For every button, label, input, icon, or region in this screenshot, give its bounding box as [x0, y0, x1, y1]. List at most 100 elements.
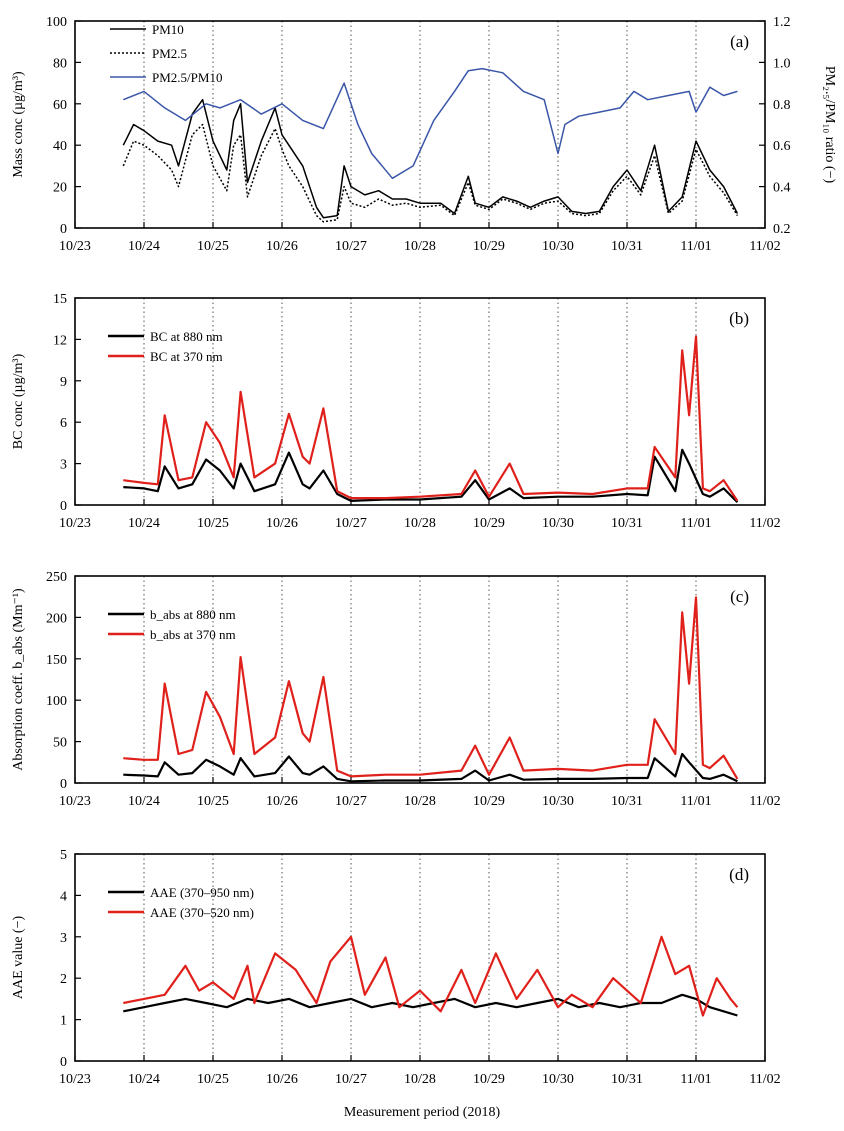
x-tick-label: 10/25 [197, 239, 229, 254]
legend-label: BC at 370 nm [150, 349, 223, 364]
legend-label: PM10 [152, 22, 184, 37]
legend-label: PM2.5 [152, 46, 187, 61]
y-axis-label: Absorption coeff. b_abs (Mm⁻¹) [11, 588, 26, 771]
y-tick-label: 80 [53, 56, 67, 71]
x-tick-label: 10/27 [335, 1072, 367, 1087]
panel-label: (b) [729, 309, 749, 328]
x-tick-label: 10/29 [473, 794, 505, 809]
y-tick-label: 3 [60, 458, 67, 473]
x-tick-label: 10/27 [335, 794, 367, 809]
y-tick-label: 15 [53, 292, 67, 307]
figure-x-axis-label: Measurement period (2018) [344, 1105, 501, 1120]
panel-label: (a) [730, 32, 749, 51]
x-tick-label: 10/29 [473, 239, 505, 254]
x-tick-label: 11/02 [749, 239, 780, 254]
y-tick-label: 200 [46, 611, 67, 626]
x-tick-label: 10/23 [59, 794, 91, 809]
x-tick-label: 11/02 [749, 516, 780, 531]
y-tick-label: 12 [53, 333, 67, 348]
y-tick-label: 2 [60, 972, 67, 987]
x-tick-label: 10/31 [611, 794, 643, 809]
y-tick-label: 40 [53, 139, 67, 154]
legend-label: AAE (370–950 nm) [150, 885, 254, 900]
y-tick-label: 50 [53, 736, 67, 751]
y-axis-label: AAE value (−) [11, 916, 26, 1000]
x-tick-label: 10/28 [404, 239, 436, 254]
x-tick-label: 10/30 [542, 239, 574, 254]
x-tick-label: 10/28 [404, 794, 436, 809]
series-line-d-0 [123, 993, 738, 1017]
y-tick-label: 150 [46, 653, 67, 668]
x-tick-label: 10/28 [404, 516, 436, 531]
x-tick-label: 10/25 [197, 1072, 229, 1087]
y-tick-label: 1 [60, 1014, 67, 1029]
y2-tick-label: 0.8 [773, 98, 791, 113]
x-tick-label: 10/29 [473, 516, 505, 531]
x-tick-label: 10/24 [128, 1072, 160, 1087]
y-tick-label: 9 [60, 375, 67, 390]
legend-label: b_abs at 880 nm [150, 607, 236, 622]
y-axis-label: Mass conc (µg/m³) [11, 71, 26, 178]
panel-a: 0 20 40 60 80 100 0.2 0.4 0.6 0.8 1.0 1.2 10/23 10/24… [11, 15, 837, 254]
y2-tick-label: 0.4 [773, 181, 791, 196]
y-tick-label: 100 [46, 694, 67, 709]
x-tick-label: 10/31 [611, 516, 643, 531]
x-tick-label: 10/26 [266, 239, 298, 254]
x-tick-label: 10/23 [59, 239, 91, 254]
series-line-b-1 [123, 335, 739, 502]
y-tick-label: 0 [60, 499, 67, 514]
y-tick-label: 250 [46, 570, 67, 585]
panel-label: (c) [730, 587, 749, 606]
y-tick-label: 60 [53, 98, 67, 113]
x-tick-label: 11/02 [749, 1072, 780, 1087]
x-tick-label: 10/30 [542, 516, 574, 531]
legend-label: BC at 880 nm [150, 329, 223, 344]
panel-d: 0 1 2 3 4 5 10/23 10/24 10/25 10/26 10/27 10/28 10/2… [11, 848, 781, 1087]
x-tick-label: 10/30 [542, 1072, 574, 1087]
x-tick-label: 10/23 [59, 516, 91, 531]
y-tick-label: 20 [53, 181, 67, 196]
x-tick-label: 10/24 [128, 794, 160, 809]
series-line-c-1 [123, 596, 739, 780]
y-tick-label: 3 [60, 931, 67, 946]
x-tick-label: 11/01 [680, 239, 711, 254]
x-tick-label: 10/24 [128, 516, 160, 531]
x-tick-label: 10/23 [59, 1072, 91, 1087]
x-tick-label: 10/24 [128, 239, 160, 254]
x-tick-label: 11/01 [680, 794, 711, 809]
y-tick-label: 6 [60, 416, 67, 431]
x-tick-label: 10/29 [473, 1072, 505, 1087]
panel-c: 0 50 100 150 200 250 10/23 10/24 10/25 10/26 10/27… [11, 570, 781, 809]
x-tick-label: 11/01 [680, 1072, 711, 1087]
series-line-d-1 [123, 935, 739, 1017]
y-tick-label: 0 [60, 777, 67, 792]
y-axis-label: BC conc (µg/m³) [11, 353, 26, 449]
x-tick-label: 10/31 [611, 1072, 643, 1087]
x-tick-label: 11/02 [749, 794, 780, 809]
panel-label: (d) [729, 865, 749, 884]
y2-tick-label: 1.2 [773, 15, 791, 30]
y2-tick-label: 0.6 [773, 139, 791, 154]
x-tick-label: 10/25 [197, 794, 229, 809]
x-tick-label: 10/27 [335, 239, 367, 254]
x-tick-label: 10/25 [197, 516, 229, 531]
legend-label: PM2.5/PM10 [152, 70, 222, 85]
legend-label: AAE (370–520 nm) [150, 905, 254, 920]
panel-b: 0 3 6 9 12 15 10/23 10/24 10/25 10/26 10/27 10/28 10… [11, 292, 781, 531]
x-tick-label: 10/26 [266, 1072, 298, 1087]
x-tick-label: 10/30 [542, 794, 574, 809]
y-tick-label: 4 [60, 889, 67, 904]
x-tick-label: 10/26 [266, 516, 298, 531]
y-tick-label: 100 [46, 15, 67, 30]
x-tick-label: 11/01 [680, 516, 711, 531]
y-tick-label: 0 [60, 222, 67, 237]
y-tick-label: 0 [60, 1055, 67, 1070]
y-tick-label: 5 [60, 848, 67, 863]
y2-axis-label: PM₂.₅/PM₁₀ ratio (−) [822, 66, 837, 184]
y2-tick-label: 1.0 [773, 56, 791, 71]
series-line-a-2 [123, 67, 738, 180]
x-tick-label: 10/27 [335, 516, 367, 531]
x-tick-label: 10/28 [404, 1072, 436, 1087]
y2-tick-label: 0.2 [773, 222, 791, 237]
